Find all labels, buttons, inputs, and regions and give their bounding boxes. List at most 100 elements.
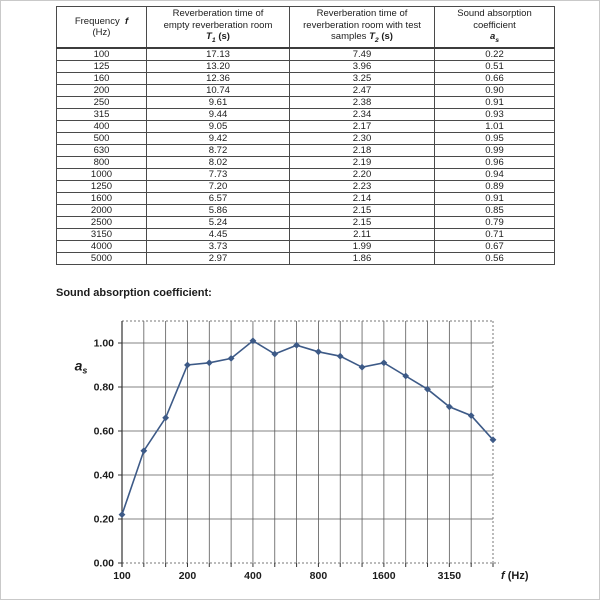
- measurement-table: Frequency f (Hz) Reverberation time of e…: [56, 6, 555, 266]
- chart-data-point: [271, 350, 279, 358]
- table-cell: 3150: [56, 228, 147, 242]
- chart-data-point: [380, 359, 388, 367]
- chart-data-point: [118, 511, 126, 518]
- table-row: 5000 2.97 1.86 0.56: [56, 252, 555, 266]
- chart-data-point: [402, 372, 410, 380]
- table-cell: 100: [56, 47, 147, 62]
- frequency-unit: (Hz): [92, 27, 111, 39]
- chart-data-point: [358, 363, 366, 371]
- table-row: 1000 7.73 2.20 0.94: [56, 168, 555, 182]
- table-cell: 160: [56, 72, 147, 86]
- chart-data-point: [489, 436, 497, 444]
- table-cell: 250: [56, 96, 147, 110]
- table-cell: 1.99: [289, 240, 435, 254]
- table-cell: 2.34: [289, 108, 435, 122]
- table-row: 800 8.02 2.19 0.96: [56, 156, 555, 170]
- table-row: 160 12.36 3.25 0.66: [56, 72, 555, 86]
- table-cell: 200: [56, 84, 147, 98]
- table-cell: 2.14: [289, 192, 435, 206]
- table-cell: 6.57: [146, 192, 290, 206]
- table-cell: 8.72: [146, 144, 290, 158]
- table-cell: 2.38: [289, 96, 435, 110]
- table-cell: 4.45: [146, 228, 290, 242]
- table-cell: 7.20: [146, 180, 290, 194]
- table-cell: 630: [56, 144, 147, 158]
- table-cell: 4000: [56, 240, 147, 254]
- table-cell: 7.49: [289, 47, 435, 62]
- col-header-alpha: Sound absorption coefficient as: [434, 6, 555, 50]
- chart-x-axis-title: f (Hz): [501, 570, 529, 582]
- table-cell: 2.30: [289, 132, 435, 146]
- table-cell: 9.42: [146, 132, 290, 146]
- table-cell: 5.24: [146, 216, 290, 230]
- table-cell: 5000: [56, 252, 147, 266]
- table-cell: 3.25: [289, 72, 435, 86]
- chart-y-tick-label: 0.40: [94, 470, 115, 482]
- table-cell: 0.96: [434, 156, 555, 170]
- table-cell: 2.97: [146, 252, 290, 266]
- chart-y-tick-label: 0.60: [94, 426, 115, 438]
- table-cell: 1.86: [289, 252, 435, 266]
- table-cell: 1.01: [434, 120, 555, 134]
- chart-data-point: [205, 359, 213, 367]
- table-cell: 1250: [56, 180, 147, 194]
- table-row: 125 13.20 3.96 0.51: [56, 60, 555, 74]
- chart-data-point: [336, 352, 344, 360]
- table-cell: 2500: [56, 216, 147, 230]
- chart-x-tick-label: 1600: [372, 570, 396, 582]
- table-row: 4000 3.73 1.99 0.67: [56, 240, 555, 254]
- table-cell: 3.73: [146, 240, 290, 254]
- chart-data-point: [293, 341, 300, 349]
- table-cell: 0.71: [434, 228, 555, 242]
- table-cell: 1000: [56, 168, 147, 182]
- chart-data-point: [162, 414, 170, 422]
- table-row: 200 10.74 2.47 0.90: [56, 84, 555, 98]
- table-header-row: Frequency f (Hz) Reverberation time of e…: [56, 6, 555, 50]
- col-header-frequency: Frequency f (Hz): [56, 6, 147, 50]
- table-cell: 0.66: [434, 72, 555, 86]
- table-row: 2000 5.86 2.15 0.85: [56, 204, 555, 218]
- table-row: 2500 5.24 2.15 0.79: [56, 216, 555, 230]
- absorption-coefficient-chart: 0.00 0.20 0.40 0.60 0.80 1.00 100 200 400 800 1600…: [75, 320, 529, 582]
- chart-data-point: [424, 385, 431, 393]
- table-cell: 400: [56, 120, 147, 134]
- table-cell: 0.56: [434, 252, 555, 266]
- table-cell: 2000: [56, 204, 147, 218]
- table-cell: 0.94: [434, 168, 555, 182]
- chart-data-point: [184, 361, 191, 369]
- frequency-header-text: Frequency: [74, 15, 120, 27]
- chart-data-point: [249, 337, 257, 345]
- chart-y-tick-label: 0.00: [94, 558, 115, 570]
- chart-data-point: [140, 447, 148, 455]
- table-cell: 125: [56, 60, 147, 74]
- chart-series-line: [121, 339, 494, 515]
- table-cell: 9.05: [146, 120, 290, 134]
- col-header-t1: Reverberation time of empty reverberatio…: [146, 6, 290, 50]
- table-cell: 2.23: [289, 180, 435, 194]
- table-cell: 0.79: [434, 216, 555, 230]
- chart-data-point: [315, 348, 322, 356]
- table-cell: 0.93: [434, 108, 555, 122]
- table-row: 400 9.05 2.17 1.01: [56, 120, 555, 134]
- table-cell: 2.20: [289, 168, 435, 182]
- table-cell: 0.99: [434, 144, 555, 158]
- table-cell: 0.91: [434, 96, 555, 110]
- table-cell: 0.90: [434, 84, 555, 98]
- table-row: 315 9.44 2.34 0.93: [56, 108, 555, 122]
- table-cell: 0.22: [434, 47, 555, 62]
- table-cell: 2.15: [289, 216, 435, 230]
- table-cell: 0.51: [434, 60, 555, 74]
- table-cell: 9.44: [146, 108, 290, 122]
- table-cell: 800: [56, 156, 147, 170]
- table-cell: 500: [56, 132, 147, 146]
- chart-x-tick-label: 100: [113, 570, 131, 582]
- table-cell: 0.89: [434, 180, 555, 194]
- table-cell: 2.18: [289, 144, 435, 158]
- chart-x-tick-label: 200: [179, 570, 197, 582]
- table-cell: 17.13: [146, 47, 290, 62]
- table-row: 500 9.42 2.30 0.95: [56, 132, 555, 146]
- chart-data-point: [445, 403, 453, 411]
- table-cell: 2.19: [289, 156, 435, 170]
- table-cell: 1600: [56, 192, 147, 206]
